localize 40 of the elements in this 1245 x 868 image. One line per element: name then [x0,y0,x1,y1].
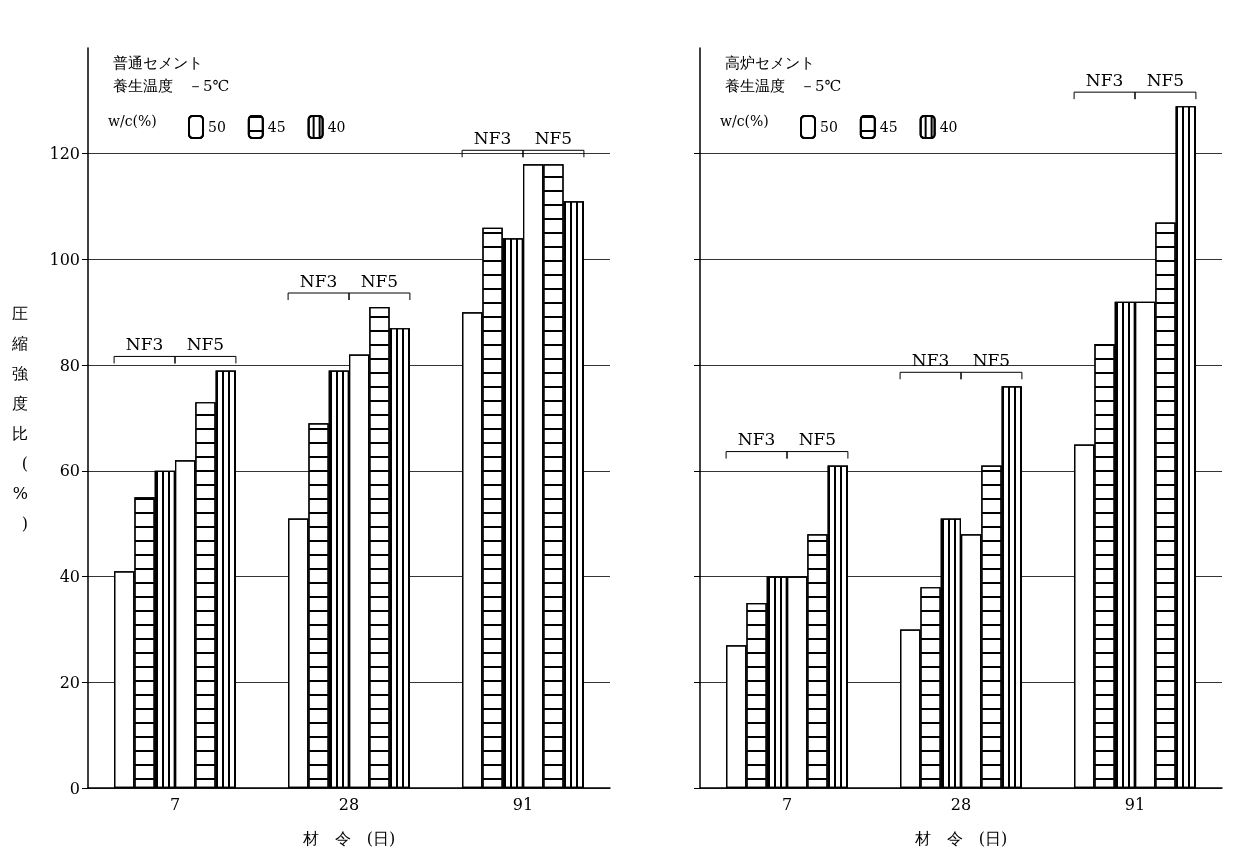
y-tick-label: 80 [59,355,80,375]
annotation: NF5 [798,429,837,450]
legend-label: 40 [939,119,958,135]
annotation: NF5 [360,270,399,291]
y-axis-title: 圧縮強度比(%) [11,303,28,533]
annotation: NF5 [186,333,225,354]
chart-title: 普通セメント [113,53,203,72]
x-axis-title: 材 令 (日) [301,828,396,848]
legend-label: 40 [327,119,346,135]
x-tick-label: 91 [512,794,534,814]
x-tick-label: 91 [1124,794,1146,814]
annotation: NF3 [737,429,776,450]
y-tick-label: 20 [59,672,80,692]
annotation: NF5 [534,127,573,148]
y-tick-label: 40 [59,567,80,587]
y-tick-label: 100 [49,249,80,269]
annotation: NF5 [1146,69,1185,90]
annotation: NF5 [972,349,1011,370]
x-tick-label: 28 [338,794,360,814]
x-tick-label: 28 [950,794,972,814]
x-tick-label: 7 [169,794,181,814]
legend-label: 50 [820,119,838,135]
legend-label: 45 [267,119,286,135]
legend-label: 45 [879,119,898,135]
text: 養生温度 －5℃ [113,76,230,95]
annotation: NF3 [125,333,164,354]
legend-label: 50 [208,119,226,135]
y-tick-label: 120 [49,144,80,164]
x-axis-title: 材 令 (日) [913,828,1008,848]
legend-title: w/c(%) [108,113,157,129]
legend-title: w/c(%) [720,113,769,129]
text: 養生温度 －5℃ [725,76,842,95]
chart-title: 高炉セメント [725,53,815,72]
annotation: NF3 [1085,69,1124,90]
annotation: NF3 [911,349,950,370]
x-tick-label: 7 [781,794,793,814]
y-tick-label: 60 [59,461,80,481]
annotation: NF3 [299,270,338,291]
annotation: NF3 [473,127,512,148]
y-tick-label: 0 [69,778,80,798]
